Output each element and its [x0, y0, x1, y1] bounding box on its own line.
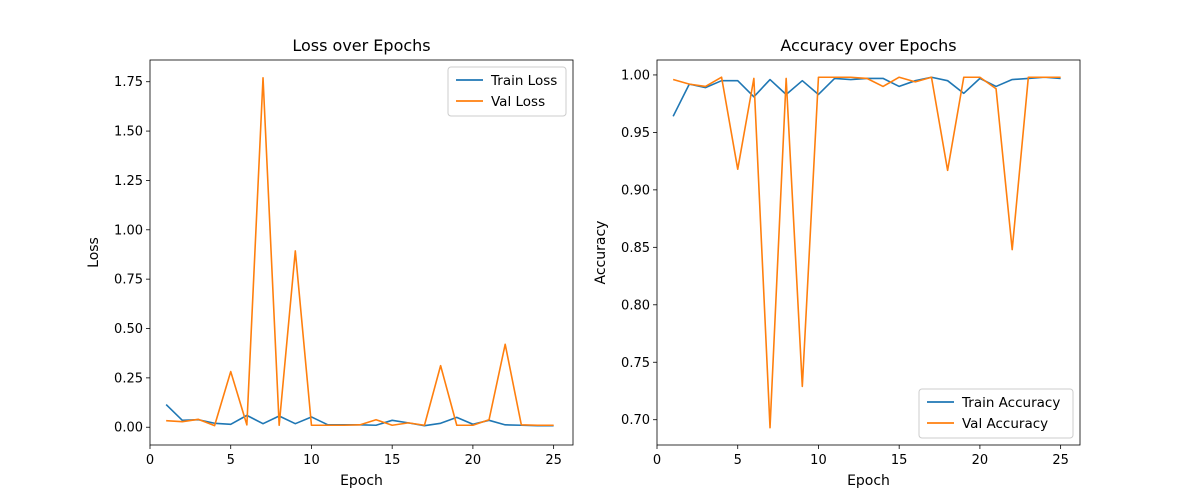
loss-plot-frame [149, 59, 574, 446]
loss-x-axis-label: Epoch [340, 473, 383, 489]
loss-legend: Train Loss Val Loss [447, 66, 567, 117]
accuracy-y-tick-label: 0.80 [621, 298, 650, 313]
accuracy-plot-frame [656, 59, 1081, 446]
accuracy-legend-label: Val Accuracy [962, 416, 1048, 432]
accuracy-x-axis-label: Epoch [847, 473, 890, 489]
loss-y-tick-label: 1.50 [114, 125, 143, 140]
accuracy-chart: Accuracy over Epochs 0 5 10 15 20 25 0.70 0.75 0.… [593, 36, 1081, 489]
loss-chart: Loss over Epochs 0 5 10 15 20 25 0.00 0.25 0.50 0.… [86, 36, 574, 489]
loss-y-tick-label: 0.75 [114, 273, 143, 288]
loss-legend-label: Val Loss [491, 94, 545, 110]
accuracy-chart-title: Accuracy over Epochs [780, 36, 956, 55]
accuracy-legend-label: Train Accuracy [961, 395, 1060, 411]
loss-x-tick-label: 25 [545, 453, 562, 468]
accuracy-x-tick-label: 0 [653, 453, 661, 468]
accuracy-x-tick-label: 25 [1052, 453, 1069, 468]
loss-x-tick-label: 20 [465, 453, 482, 468]
loss-x-tick-label: 15 [384, 453, 401, 468]
loss-y-tick-label: 1.75 [114, 75, 143, 90]
accuracy-y-axis-label: Accuracy [593, 221, 609, 285]
loss-y-tick-label: 0.50 [114, 322, 143, 337]
loss-series-line-train [165, 403, 554, 427]
loss-x-tick-label: 10 [303, 453, 320, 468]
loss-x-tick-label: 0 [146, 453, 154, 468]
accuracy-x-tick-label: 15 [891, 453, 908, 468]
accuracy-y-tick-label: 1.00 [621, 68, 650, 83]
accuracy-x-tick-label: 10 [810, 453, 827, 468]
accuracy-x-tick-label: 5 [734, 453, 742, 468]
accuracy-series-line-train [672, 76, 1061, 117]
loss-y-tick-label: 0.00 [114, 421, 143, 436]
accuracy-x-tick-label: 20 [972, 453, 989, 468]
loss-y-axis-label: Loss [86, 237, 102, 268]
loss-legend-label: Train Loss [490, 73, 557, 89]
loss-y-tick-label: 0.25 [114, 371, 143, 386]
loss-x-tick-label: 5 [227, 453, 235, 468]
accuracy-y-tick-label: 0.85 [621, 241, 650, 256]
loss-chart-title: Loss over Epochs [292, 36, 430, 55]
accuracy-y-tick-label: 0.90 [621, 183, 650, 198]
accuracy-legend-box [918, 388, 1074, 439]
accuracy-y-tick-label: 0.70 [621, 413, 650, 428]
accuracy-y-tick-label: 0.75 [621, 356, 650, 371]
accuracy-legend: Train Accuracy Val Accuracy [918, 388, 1074, 439]
accuracy-y-tick-label: 0.95 [621, 126, 650, 141]
loss-y-tick-label: 1.00 [114, 223, 143, 238]
accuracy-series-line-val [672, 76, 1061, 429]
loss-series-line-val [166, 76, 554, 427]
loss-y-tick-label: 1.25 [114, 174, 143, 189]
